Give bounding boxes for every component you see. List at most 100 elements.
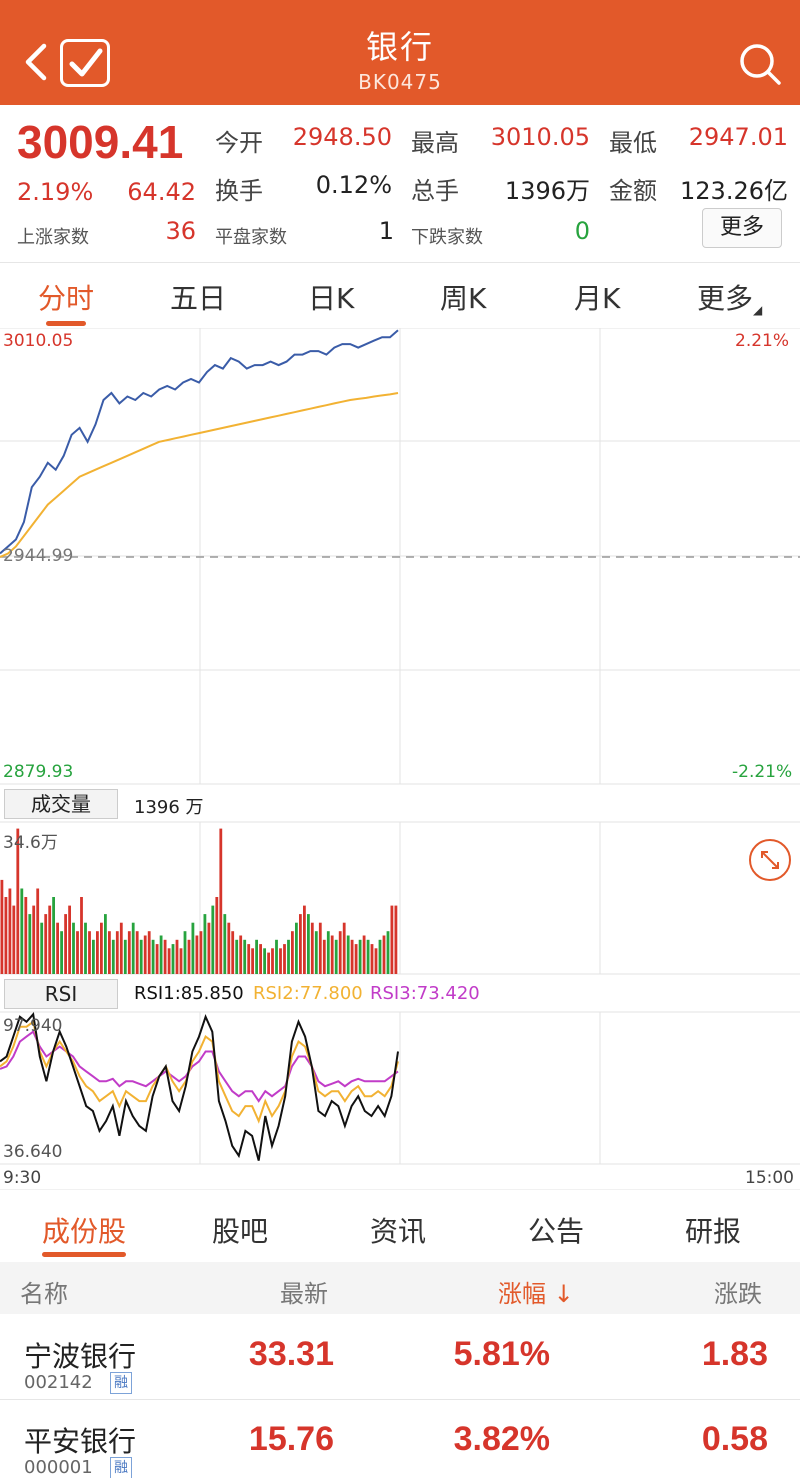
volume-bar <box>263 948 266 974</box>
low-label: 最低 <box>609 129 657 157</box>
volume-bar <box>72 922 75 974</box>
volume-bar <box>84 922 87 974</box>
volume-bar <box>20 888 24 974</box>
change-percent: 2.19% <box>17 178 94 206</box>
current-price: 3009.41 <box>17 116 184 168</box>
volume-bar <box>151 939 155 974</box>
volume-bar <box>195 935 199 974</box>
volume-bar <box>326 931 330 974</box>
sort-desc-icon: ↓ <box>553 1280 574 1308</box>
active-section-indicator <box>42 1252 126 1257</box>
volume-bar <box>139 939 143 974</box>
price-layer <box>0 329 399 558</box>
tab-news[interactable]: 资讯 <box>370 1215 427 1248</box>
margin-tag: 融 <box>110 1457 132 1478</box>
table-row[interactable]: 宁波银行 002142 融 33.31 5.81% 1.83 <box>0 1315 800 1401</box>
volume-bar <box>386 931 390 974</box>
volume-bar <box>215 897 219 974</box>
volume-bar <box>56 922 59 974</box>
header-change[interactable]: 涨跌 <box>714 1280 762 1308</box>
header-name[interactable]: 名称 <box>20 1280 68 1308</box>
tab-constituents[interactable]: 成份股 <box>42 1215 127 1248</box>
tab-forum[interactable]: 股吧 <box>212 1215 269 1248</box>
volume-bar <box>330 935 334 974</box>
volume-bar <box>370 944 374 974</box>
stock-change: 1.83 <box>701 1335 768 1373</box>
volume-bar <box>127 931 131 974</box>
volume-bar <box>183 931 187 974</box>
header-latest[interactable]: 最新 <box>280 1280 328 1308</box>
volume-bar <box>44 914 48 974</box>
volume-bar <box>227 922 231 974</box>
checkmark-icon <box>69 48 103 77</box>
volume-bar <box>259 944 262 974</box>
expand-icon[interactable] <box>748 838 792 882</box>
volume-indicator-button[interactable]: 成交量 <box>4 789 118 819</box>
watchlist-check-button[interactable] <box>60 39 110 87</box>
price-low-label: 2879.93 <box>3 762 74 782</box>
volume-bar <box>342 922 346 974</box>
volume-bar <box>299 914 302 974</box>
volume-bar <box>88 931 91 974</box>
volume-bar <box>104 914 107 974</box>
top-bar: 银行 BK0475 <box>0 0 800 105</box>
header-change-pct[interactable]: 涨幅 ↓ <box>498 1274 574 1309</box>
volume-bar <box>211 905 215 974</box>
volume-bar <box>243 939 247 974</box>
tab-research[interactable]: 研报 <box>685 1215 742 1248</box>
stock-code: 000001 <box>24 1457 93 1478</box>
volume-bar <box>231 931 235 974</box>
rsi3-legend: RSI3:73.420 <box>370 983 480 1004</box>
rsi-indicator-button[interactable]: RSI <box>4 979 118 1009</box>
tab-five-day[interactable]: 五日 <box>170 282 227 315</box>
volume-bar <box>362 935 366 974</box>
volume-bar <box>135 931 139 974</box>
volume-bar <box>207 922 211 974</box>
tab-intraday[interactable]: 分时 <box>38 282 95 315</box>
volume-bar <box>346 935 350 974</box>
intraday-chart[interactable] <box>0 328 800 1190</box>
sector-code: BK0475 <box>358 70 442 94</box>
volume-bar <box>187 939 191 974</box>
volume-bar <box>24 897 28 974</box>
change-amount: 64.42 <box>127 178 196 206</box>
volume-bar <box>143 935 147 974</box>
volume-bar <box>314 931 318 974</box>
tab-weekly-k[interactable]: 周K <box>440 282 487 315</box>
volume-bar <box>247 944 251 974</box>
search-icon[interactable] <box>736 40 784 88</box>
volume-bar <box>318 922 322 974</box>
volume-bars <box>0 828 398 974</box>
volume-bar <box>239 935 243 974</box>
volume-label: 总手 <box>411 177 459 205</box>
table-row[interactable]: 平安银行 000001 融 15.76 3.82% 0.58 <box>0 1400 800 1478</box>
tab-daily-k[interactable]: 日K <box>308 282 355 315</box>
rsi-lines <box>0 1012 399 1161</box>
open-value: 2948.50 <box>292 123 392 151</box>
pct-high-label: 2.21% <box>735 331 790 351</box>
stock-change-pct: 3.82% <box>453 1420 550 1458</box>
volume-bar <box>96 931 99 974</box>
more-quote-button[interactable]: 更多 <box>702 208 782 248</box>
volume-bar <box>28 914 32 974</box>
high-label: 最高 <box>411 129 459 157</box>
volume-bar <box>255 939 258 974</box>
row-divider <box>0 1399 800 1400</box>
rsi-max-label: 97.940 <box>3 1016 63 1036</box>
volume-bar <box>350 939 354 974</box>
volume-bar <box>267 952 270 974</box>
quote-panel: 3009.41 2.19% 64.42 今开 2948.50 最高 3010.0… <box>0 105 800 263</box>
volume-bar <box>322 939 326 974</box>
amount-value: 123.26亿 <box>680 177 788 205</box>
volume-bar <box>382 935 386 974</box>
volume-bar <box>123 939 127 974</box>
turnover-value: 0.12% <box>315 171 392 199</box>
tab-monthly-k[interactable]: 月K <box>574 282 621 315</box>
up-count-label: 上涨家数 <box>17 227 89 248</box>
up-count-value: 36 <box>165 217 196 245</box>
tab-more[interactable]: 更多◢ <box>697 277 762 317</box>
volume-bar <box>303 905 306 974</box>
tab-announcements[interactable]: 公告 <box>528 1215 585 1248</box>
volume-bar <box>8 888 12 974</box>
back-arrow-icon[interactable] <box>20 40 54 84</box>
